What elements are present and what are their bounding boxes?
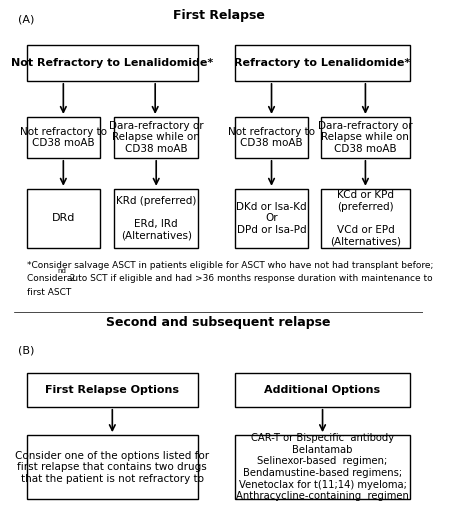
FancyBboxPatch shape bbox=[320, 117, 410, 158]
Text: Dara-refractory or
Relapse while on
CD38 moAB: Dara-refractory or Relapse while on CD38… bbox=[109, 121, 203, 154]
FancyBboxPatch shape bbox=[27, 189, 100, 248]
Text: DRd: DRd bbox=[52, 213, 75, 223]
Text: *Consider salvage ASCT in patients eligible for ASCT who have not had transplant: *Consider salvage ASCT in patients eligi… bbox=[27, 261, 433, 269]
FancyBboxPatch shape bbox=[235, 45, 410, 81]
FancyBboxPatch shape bbox=[114, 189, 198, 248]
Text: KCd or KPd
(preferred)

VCd or EPd
(Alternatives): KCd or KPd (preferred) VCd or EPd (Alter… bbox=[330, 190, 401, 247]
FancyBboxPatch shape bbox=[320, 189, 410, 248]
Text: nd: nd bbox=[58, 268, 66, 275]
FancyBboxPatch shape bbox=[235, 189, 308, 248]
FancyBboxPatch shape bbox=[235, 435, 410, 499]
Text: auto SCT if eligible and had >36 months response duration with maintenance to: auto SCT if eligible and had >36 months … bbox=[64, 275, 433, 283]
Text: Second and subsequent relapse: Second and subsequent relapse bbox=[106, 316, 331, 329]
Text: (B): (B) bbox=[18, 345, 35, 356]
Text: Consider one of the options listed for
first relapse that contains two drugs
tha: Consider one of the options listed for f… bbox=[15, 450, 210, 483]
Text: Not Refractory to Lenalidomide*: Not Refractory to Lenalidomide* bbox=[11, 58, 213, 68]
FancyBboxPatch shape bbox=[235, 374, 410, 407]
Text: Consider 2: Consider 2 bbox=[27, 275, 75, 283]
Text: First Relapse Options: First Relapse Options bbox=[46, 385, 179, 395]
FancyBboxPatch shape bbox=[114, 117, 198, 158]
Text: (A): (A) bbox=[18, 14, 35, 24]
Text: Refractory to Lenalidomide*: Refractory to Lenalidomide* bbox=[235, 58, 410, 68]
Text: Not refractory to
CD38 moAB: Not refractory to CD38 moAB bbox=[20, 126, 107, 148]
FancyBboxPatch shape bbox=[27, 374, 198, 407]
Text: Not refractory to
CD38 moAB: Not refractory to CD38 moAB bbox=[228, 126, 315, 148]
FancyBboxPatch shape bbox=[27, 45, 198, 81]
Text: DKd or Isa-Kd
Or
DPd or Isa-Pd: DKd or Isa-Kd Or DPd or Isa-Pd bbox=[236, 202, 307, 235]
FancyBboxPatch shape bbox=[27, 117, 100, 158]
Text: KRd (preferred)

ERd, IRd
(Alternatives): KRd (preferred) ERd, IRd (Alternatives) bbox=[116, 196, 196, 240]
Text: CAR-T or Bispecific  antibody
Belantamab
Selinexor-based  regimen;
Bendamustine-: CAR-T or Bispecific antibody Belantamab … bbox=[236, 433, 409, 501]
Text: first ASCT: first ASCT bbox=[27, 288, 71, 297]
FancyBboxPatch shape bbox=[235, 117, 308, 158]
Text: First Relapse: First Relapse bbox=[173, 9, 264, 22]
FancyBboxPatch shape bbox=[27, 435, 198, 499]
Text: Dara-refractory or
Relapse while on
CD38 moAB: Dara-refractory or Relapse while on CD38… bbox=[318, 121, 413, 154]
Text: Additional Options: Additional Options bbox=[264, 385, 381, 395]
